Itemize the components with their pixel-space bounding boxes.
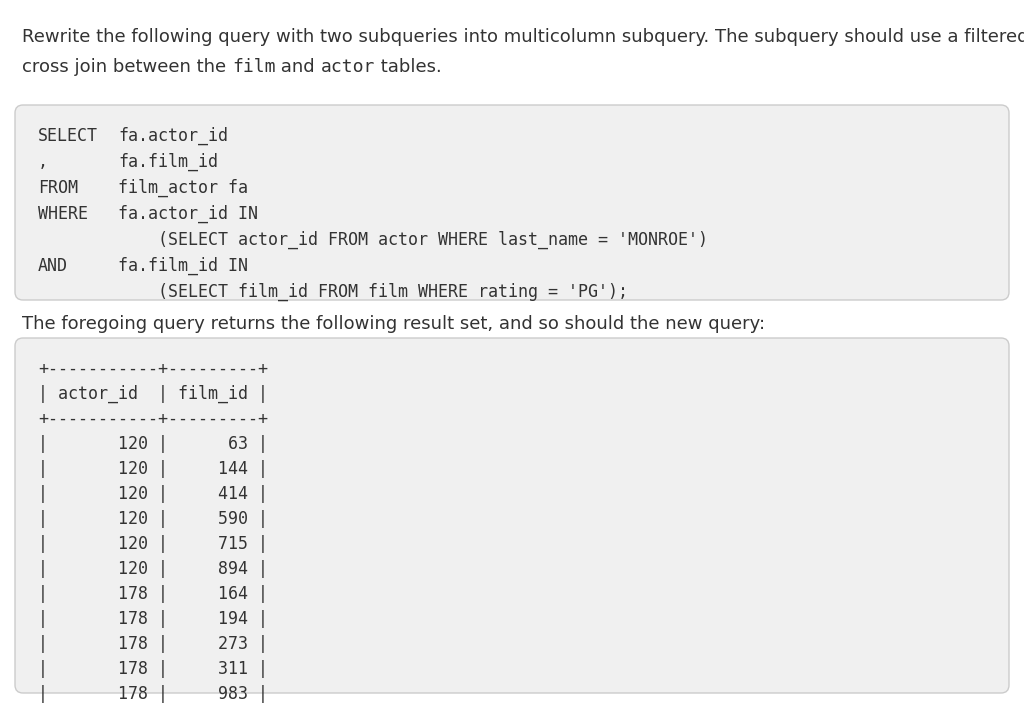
Text: actor: actor	[321, 58, 375, 76]
Text: |       120 |     715 |: | 120 | 715 |	[38, 535, 268, 553]
Text: AND: AND	[38, 257, 68, 275]
Text: film_actor fa: film_actor fa	[118, 179, 248, 198]
Text: |       178 |     194 |: | 178 | 194 |	[38, 610, 268, 628]
Text: tables.: tables.	[375, 58, 442, 76]
Text: |       178 |     164 |: | 178 | 164 |	[38, 585, 268, 603]
Text: |       120 |     894 |: | 120 | 894 |	[38, 560, 268, 578]
Text: (SELECT actor_id FROM actor WHERE last_name = 'MONROE'): (SELECT actor_id FROM actor WHERE last_n…	[118, 231, 708, 250]
Text: The foregoing query returns the following result set, and so should the new quer: The foregoing query returns the followin…	[22, 315, 765, 333]
Text: |       120 |     144 |: | 120 | 144 |	[38, 460, 268, 478]
Text: film: film	[231, 58, 275, 76]
Text: |       120 |      63 |: | 120 | 63 |	[38, 435, 268, 453]
Text: fa.actor_id IN: fa.actor_id IN	[118, 205, 258, 224]
Text: |       178 |     273 |: | 178 | 273 |	[38, 635, 268, 653]
Text: cross join between the: cross join between the	[22, 58, 231, 76]
Text: +-----------+---------+: +-----------+---------+	[38, 360, 268, 378]
Text: |       178 |     983 |: | 178 | 983 |	[38, 685, 268, 703]
Text: |       120 |     590 |: | 120 | 590 |	[38, 510, 268, 528]
Text: fa.actor_id: fa.actor_id	[118, 127, 228, 146]
Text: |       178 |     311 |: | 178 | 311 |	[38, 660, 268, 678]
Text: (SELECT film_id FROM film WHERE rating = 'PG');: (SELECT film_id FROM film WHERE rating =…	[118, 283, 628, 302]
FancyBboxPatch shape	[15, 105, 1009, 300]
Text: | actor_id  | film_id |: | actor_id | film_id |	[38, 385, 268, 404]
Text: ,: ,	[38, 153, 48, 171]
Text: and: and	[275, 58, 321, 76]
Text: fa.film_id IN: fa.film_id IN	[118, 257, 248, 276]
Text: +-----------+---------+: +-----------+---------+	[38, 410, 268, 428]
FancyBboxPatch shape	[15, 338, 1009, 693]
Text: SELECT: SELECT	[38, 127, 98, 145]
Text: |       120 |     414 |: | 120 | 414 |	[38, 485, 268, 503]
Text: FROM: FROM	[38, 179, 78, 197]
Text: Rewrite the following query with two subqueries into multicolumn subquery. The s: Rewrite the following query with two sub…	[22, 28, 1024, 46]
Text: WHERE: WHERE	[38, 205, 88, 223]
Text: fa.film_id: fa.film_id	[118, 153, 218, 172]
